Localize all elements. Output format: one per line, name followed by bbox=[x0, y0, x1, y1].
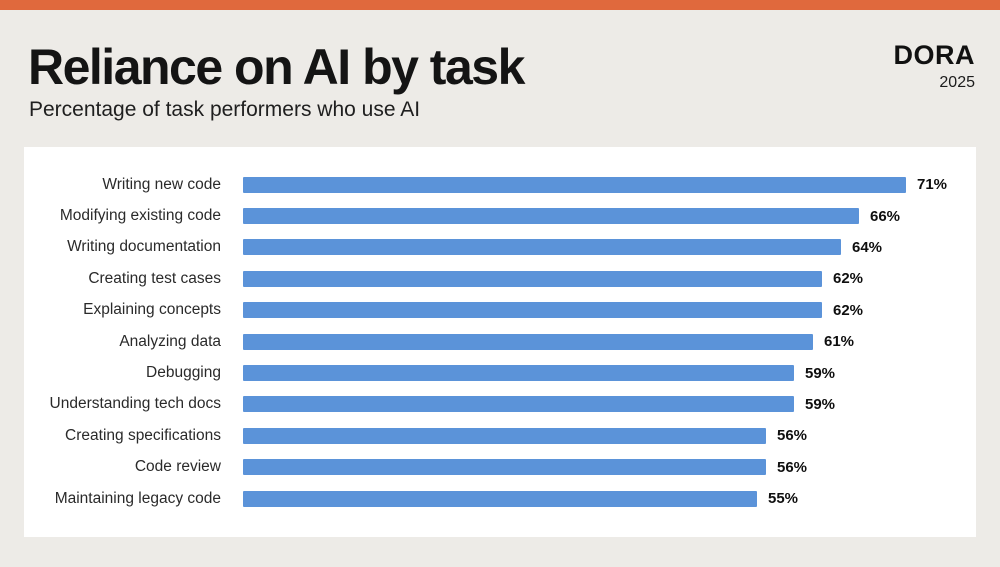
bar bbox=[243, 427, 766, 444]
bar-value: 55% bbox=[768, 490, 799, 508]
bar-area: 55% bbox=[243, 490, 976, 507]
bar-label: Modifying existing code bbox=[59, 207, 221, 225]
bar bbox=[243, 302, 822, 319]
chart-row: Maintaining legacy code 55% bbox=[24, 483, 976, 514]
bar bbox=[243, 365, 794, 382]
chart-rows: Writing new code 71% Modifying existing co… bbox=[24, 169, 976, 514]
bar-value: 62% bbox=[833, 270, 864, 288]
bar-area: 59% bbox=[243, 365, 976, 382]
chart-row: Explaining concepts 62% bbox=[24, 295, 976, 326]
bar-value: 56% bbox=[777, 458, 808, 476]
bar-area: 64% bbox=[243, 239, 976, 256]
chart-row: Writing new code 71% bbox=[24, 169, 976, 200]
bar bbox=[243, 270, 822, 287]
bar-label: Understanding tech docs bbox=[49, 395, 221, 413]
bar-value: 56% bbox=[777, 427, 808, 445]
bar bbox=[243, 208, 859, 225]
bar bbox=[243, 396, 794, 413]
brand-logo: DORA bbox=[893, 40, 975, 70]
bar-area: 66% bbox=[243, 208, 976, 225]
chart-row: Code review 56% bbox=[24, 452, 976, 483]
bar-value: 59% bbox=[805, 395, 836, 413]
top-accent-bar bbox=[0, 0, 1000, 10]
bar-label: Creating test cases bbox=[88, 269, 221, 287]
chart-row: Modifying existing code 66% bbox=[24, 200, 976, 231]
bar bbox=[243, 176, 906, 193]
bar-area: 62% bbox=[243, 302, 976, 319]
chart-row: Analyzing data 61% bbox=[24, 326, 976, 357]
bar-area: 59% bbox=[243, 396, 976, 413]
chart-row: Creating specifications 56% bbox=[24, 420, 976, 451]
bar-area: 56% bbox=[243, 427, 976, 444]
bar-area: 62% bbox=[243, 270, 976, 287]
bar-area: 71% bbox=[243, 176, 976, 193]
page-subtitle: Percentage of task performers who use AI bbox=[29, 98, 421, 121]
chart-row: Understanding tech docs 59% bbox=[24, 389, 976, 420]
bar bbox=[243, 490, 757, 507]
bar-chart-panel: Writing new code 71% Modifying existing co… bbox=[24, 147, 976, 537]
bar-label: Writing documentation bbox=[67, 238, 221, 256]
bar-label: Creating specifications bbox=[65, 426, 221, 444]
brand-block: DORA 2025 bbox=[894, 42, 976, 92]
page-title: Reliance on AI by task bbox=[28, 39, 525, 95]
chart-row: Creating test cases 62% bbox=[24, 263, 976, 294]
bar-label: Code review bbox=[134, 458, 221, 476]
bar-area: 56% bbox=[243, 459, 976, 476]
bar-value: 59% bbox=[805, 364, 836, 382]
brand-year: 2025 bbox=[939, 74, 975, 91]
bar-value: 62% bbox=[833, 301, 864, 319]
bar-label: Debugging bbox=[146, 364, 221, 382]
bar-value: 66% bbox=[870, 207, 901, 225]
bar-label: Maintaining legacy code bbox=[54, 489, 221, 507]
bar bbox=[243, 333, 813, 350]
bar bbox=[243, 459, 766, 476]
bar-value: 61% bbox=[824, 333, 855, 351]
bar bbox=[243, 239, 841, 256]
bar-value: 71% bbox=[917, 176, 948, 194]
bar-label: Writing new code bbox=[102, 175, 221, 193]
bar-value: 64% bbox=[852, 238, 883, 256]
bar-label: Analyzing data bbox=[119, 332, 221, 350]
bar-area: 61% bbox=[243, 333, 976, 350]
chart-row: Debugging 59% bbox=[24, 357, 976, 388]
chart-row: Writing documentation 64% bbox=[24, 232, 976, 263]
bar-label: Explaining concepts bbox=[83, 301, 221, 319]
